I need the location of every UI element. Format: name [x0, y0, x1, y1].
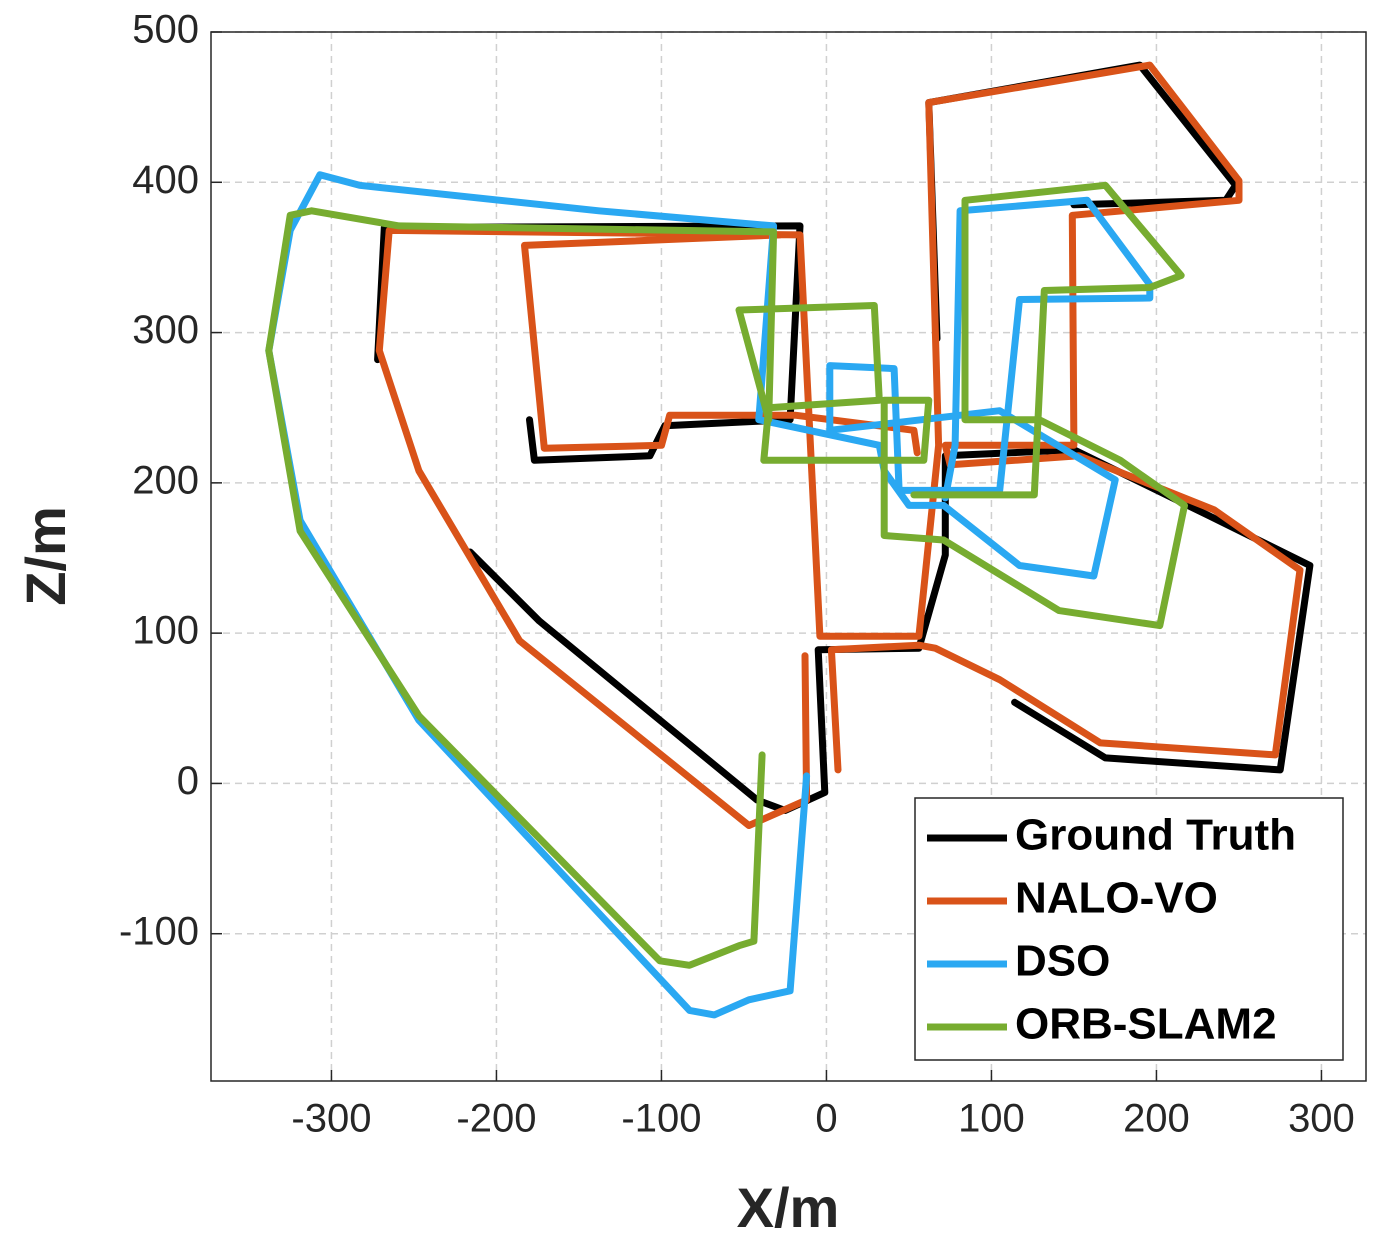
legend-label: ORB-SLAM2 [1015, 1000, 1277, 1049]
trajectory-line [265, 181, 1188, 969]
x-tick-label: -200 [456, 1097, 536, 1141]
x-tick-label: 100 [958, 1097, 1025, 1141]
x-tick-label: -100 [621, 1097, 701, 1141]
legend-label: Ground Truth [1015, 811, 1296, 860]
y-tick-label: 400 [132, 158, 199, 202]
y-tick-label: 100 [132, 609, 199, 653]
legend: Ground Truth NALO-VO DSO ORB-SLAM2 [914, 797, 1344, 1061]
x-tick-label: 200 [1123, 1097, 1190, 1141]
y-axis-label: Z/m [14, 506, 77, 606]
y-tick-label: 0 [177, 759, 199, 803]
plot-frame [210, 31, 1367, 1082]
x-axis-label: X/m [737, 1176, 840, 1239]
x-tick-label: 0 [815, 1097, 837, 1141]
y-tick-label: -100 [119, 909, 199, 953]
y-tick-label: 200 [132, 458, 199, 502]
legend-label: DSO [1015, 937, 1110, 986]
x-tick-label: 300 [1288, 1097, 1355, 1141]
trajectory-line [375, 61, 1304, 829]
legend-box [914, 797, 1344, 1061]
legend-label: NALO-VO [1015, 874, 1218, 923]
y-tick-label: 300 [132, 308, 199, 352]
y-tick-label: 500 [132, 8, 199, 52]
x-tick-label: -300 [291, 1097, 371, 1141]
